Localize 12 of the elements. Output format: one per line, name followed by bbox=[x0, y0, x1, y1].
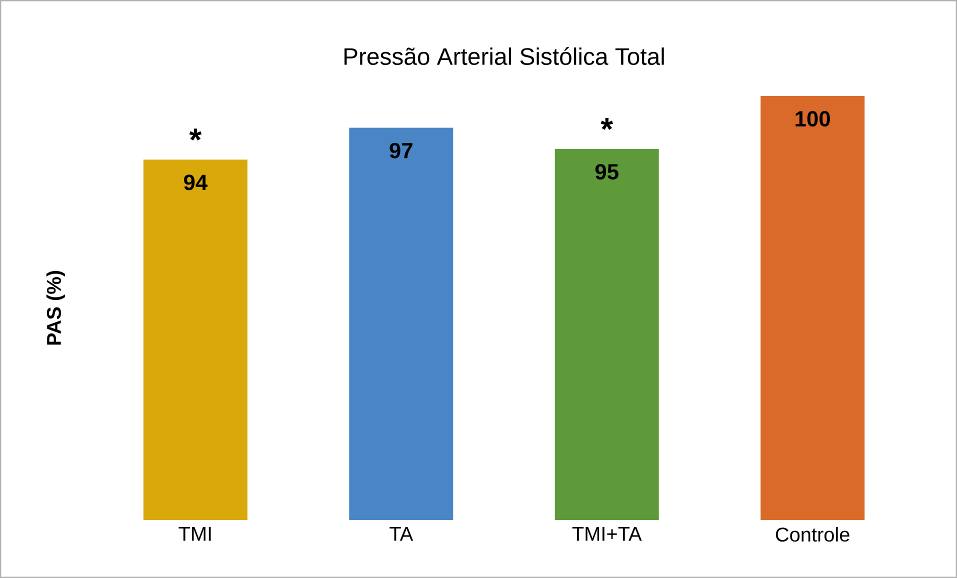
x-tick-label: Controle bbox=[776, 527, 850, 542]
data-label: 94 bbox=[184, 174, 208, 190]
x-tick-label: TMI+TA bbox=[572, 527, 642, 541]
annotation: * bbox=[189, 128, 202, 140]
x-tick-label: TMI bbox=[178, 527, 211, 541]
data-label: 97 bbox=[390, 142, 412, 158]
data-label: 95 bbox=[595, 164, 618, 180]
data-label: 100 bbox=[796, 111, 830, 127]
chart-title: Pressão Arterial Sistólica Total bbox=[344, 47, 664, 65]
y-axis-title: PAS (%) bbox=[46, 270, 65, 345]
annotation: * bbox=[600, 118, 614, 130]
x-tick-label: TA bbox=[390, 527, 414, 541]
